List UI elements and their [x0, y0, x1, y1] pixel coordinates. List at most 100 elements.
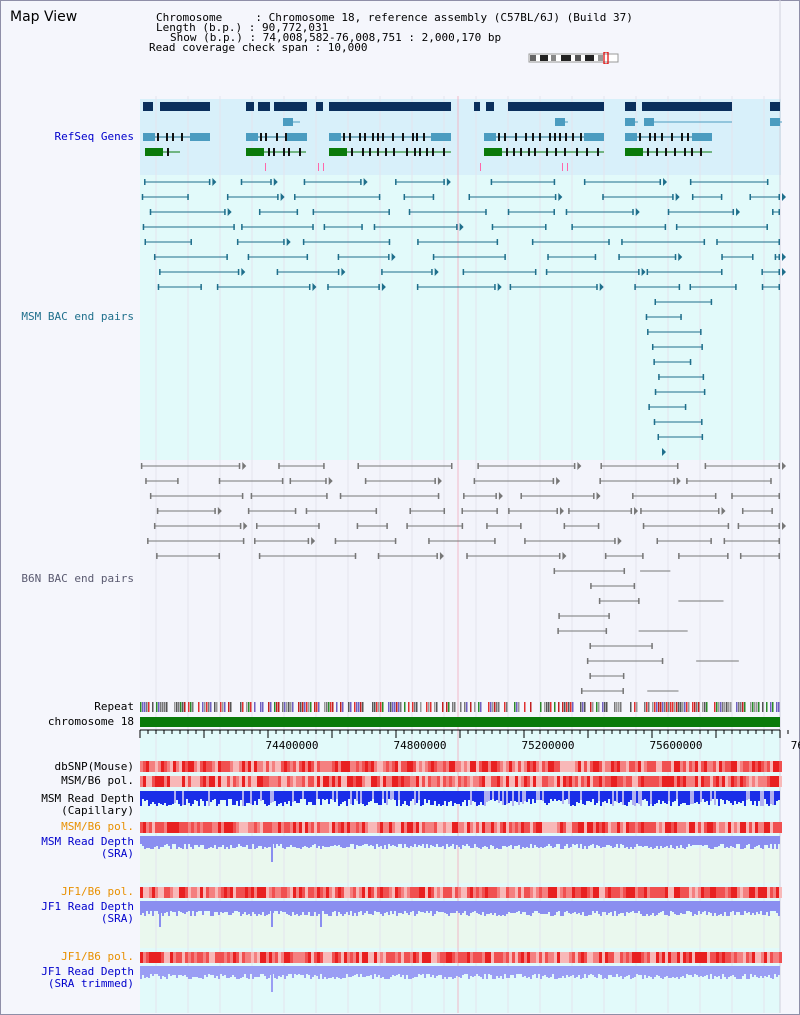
msm-sra-depth-bar [366, 836, 368, 844]
msm-sra-depth-bar [524, 836, 526, 848]
msm-b6-pol-heat-cell [755, 822, 758, 833]
msm-capillary-depth-bar [760, 791, 762, 806]
exon [584, 133, 604, 141]
jf1-b6-pol-heat-cell [254, 952, 257, 963]
chromosome-ideogram[interactable] [528, 52, 620, 64]
msm-sra-depth-bar [510, 836, 512, 845]
msm-b6-pol-heat-cell [311, 776, 314, 787]
jf1-b6-pol-heat-cell [380, 887, 383, 898]
jf1-sra-depth-bar [502, 901, 504, 915]
msm-sra-depth-bar [154, 836, 156, 847]
jf1-trimmed-depth-bar [314, 966, 316, 975]
msm-b6-pol-heat-cell [572, 822, 575, 833]
msm-capillary-depth-bar [296, 791, 298, 803]
jf1-trimmed-depth-bar [654, 966, 656, 977]
exon [393, 148, 395, 156]
msm-b6-pol-heat-cell [545, 822, 548, 833]
jf1-b6-pol-heat-cell [185, 952, 188, 963]
msm-sra-depth-bar [240, 836, 242, 846]
jf1-trimmed-depth-bar [346, 966, 348, 974]
msm-b6-pol-heat-cell [494, 776, 497, 787]
bac-end [571, 224, 573, 230]
track-label-b6n-bac[interactable]: B6N BAC end pairs [21, 572, 134, 585]
msm-sra-depth-bar [160, 836, 162, 847]
track-label-msm-bac[interactable]: MSM BAC end pairs [21, 310, 134, 323]
msm-capillary-depth-bar [246, 791, 248, 803]
jf1-b6-pol-heat-cell [188, 952, 191, 963]
repeat-element [544, 702, 546, 712]
msm-sra-depth-bar [778, 836, 780, 844]
jf1-trimmed-depth-bar [436, 966, 438, 976]
msm-b6-pol-heat-cell [281, 776, 284, 787]
bac-end [589, 643, 591, 649]
jf1-b6-pol-heat-cell [521, 887, 524, 898]
bac-end-arrow [312, 283, 317, 291]
bac-end [144, 179, 146, 185]
msm-b6-pol-heat-cell [461, 822, 464, 833]
msm-sra-depth-bar [644, 836, 646, 846]
msm-capillary-depth-bar [530, 791, 532, 804]
bac-end [634, 284, 636, 290]
bac-end [701, 434, 704, 440]
jf1-sra-depth-bar [666, 901, 668, 915]
jf1-sra-depth-bar [326, 901, 328, 914]
repeat-element [656, 702, 658, 712]
msm-b6-pol-heat-cell [752, 822, 755, 833]
msm-capillary-depth-bar [668, 791, 670, 801]
jf1-b6-pol-heat-cell [692, 952, 695, 963]
dbsnp-heat-cell [260, 761, 263, 772]
jf1-b6-pol-heat-cell [461, 952, 464, 963]
jf1-b6-pol-heat-cell [179, 952, 182, 963]
repeat-element [396, 702, 398, 712]
msm-sra-depth-bar [478, 836, 480, 848]
jf1-sra-depth-bar [188, 901, 190, 911]
msm-b6-pol-heat-cell [323, 822, 326, 833]
repeat-element [304, 702, 306, 712]
msm-b6-pol-heat-cell [638, 776, 641, 787]
msm-capillary-depth-bar [224, 791, 226, 800]
msm-b6-pol-heat-cell [380, 822, 383, 833]
jf1-sra-depth-bar [480, 901, 482, 915]
bac-end [739, 553, 742, 559]
msm-sra-depth-bar [426, 836, 428, 844]
msm-b6-pol-heat-cell [275, 822, 278, 833]
msm-b6-pol-heat-cell [299, 822, 302, 833]
jf1-trimmed-depth-bar [634, 966, 636, 977]
jf1-sra-depth-bar [288, 901, 290, 915]
bac-end [386, 523, 388, 529]
msm-sra-depth-bar [216, 836, 218, 849]
dbsnp-heat-cell [620, 761, 623, 772]
msm-capillary-depth-bar [328, 791, 330, 804]
exon [423, 133, 425, 141]
msm-capillary-depth-bar [194, 791, 196, 800]
msm-capillary-depth-bar [612, 791, 614, 806]
dbsnp-heat-cell [491, 761, 494, 772]
jf1-trimmed-depth-bar [140, 966, 142, 979]
jf1-b6-pol-heat-cell [773, 952, 776, 963]
msm-b6-pol-heat-cell [188, 822, 191, 833]
jf1-sra-depth-bar [420, 901, 422, 912]
msm-b6-pol-heat-cell [482, 822, 485, 833]
msm-b6-pol-heat-cell [428, 776, 431, 787]
msm-b6-pol-heat-cell [446, 822, 449, 833]
dbsnp-heat-cell [743, 761, 746, 772]
jf1-sra-depth-bar [334, 901, 336, 911]
jf1-b6-pol-heat-cell [539, 952, 542, 963]
msm-sra-depth-bar [660, 836, 662, 846]
msm-b6-pol-heat-cell [248, 822, 251, 833]
track-label-refseq-genes[interactable]: RefSeq Genes [54, 130, 134, 143]
msm-sra-depth-bar [344, 836, 346, 848]
msm-sra-depth-bar [464, 836, 466, 846]
msm-capillary-depth-bar [372, 791, 374, 799]
jf1-b6-pol-heat-cell [332, 952, 335, 963]
dbsnp-heat-cell [584, 761, 587, 772]
jf1-sra-depth-bar [250, 901, 252, 916]
jf1-b6-pol-heat-cell [350, 887, 353, 898]
jf1-trimmed-depth-bar [574, 966, 576, 978]
msm-capillary-depth-bar [322, 791, 324, 799]
jf1-trimmed-depth-bar [144, 966, 146, 978]
jf1-b6-pol-heat-cell [356, 952, 359, 963]
bac-end [241, 224, 243, 230]
msm-sra-depth-bar [360, 836, 362, 846]
jf1-trimmed-depth-bar [482, 966, 484, 979]
